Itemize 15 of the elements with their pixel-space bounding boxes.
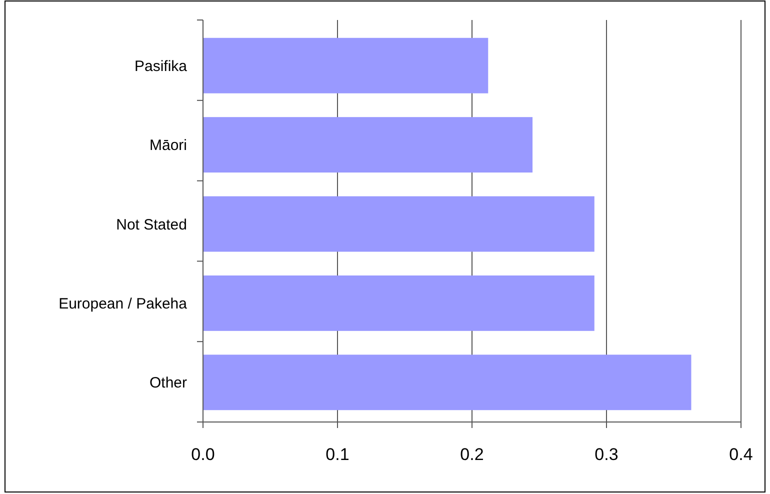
y-tick-label: Māori [149, 137, 187, 154]
y-tick-label: Pasifika [134, 58, 188, 75]
x-tick-label: 0.0 [191, 445, 215, 464]
x-tick-label: 0.2 [460, 445, 484, 464]
bar [203, 275, 594, 331]
y-tick-label: Not Stated [116, 216, 187, 234]
bar [203, 354, 692, 410]
x-tick-label: 0.1 [326, 445, 350, 464]
x-tick-label: 0.3 [594, 445, 618, 464]
bar [203, 38, 488, 94]
y-tick-label: Other [149, 374, 188, 392]
bar [203, 117, 533, 173]
x-tick-label: 0.4 [729, 445, 753, 464]
bar [203, 196, 594, 252]
y-tick-label: European / Pakeha [58, 295, 188, 312]
